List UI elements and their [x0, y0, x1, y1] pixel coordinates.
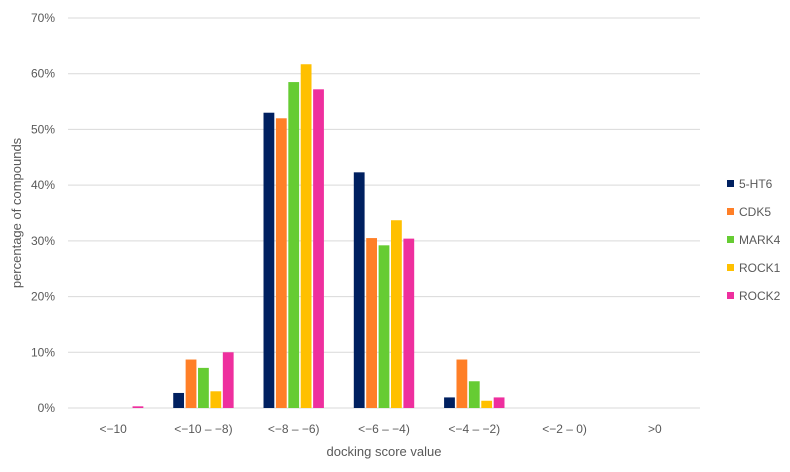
bar-5-ht6-4 [444, 397, 455, 408]
bar-rock1-4 [481, 400, 493, 408]
bar-mark4-1 [198, 367, 209, 408]
x-tick-label: <−4 – −2) [448, 422, 500, 436]
x-tick-label: <−10 [99, 422, 127, 436]
bar-rock2-0 [132, 406, 144, 408]
y-tick-label: 30% [31, 234, 55, 248]
x-tick-label: <−6 – −4) [358, 422, 410, 436]
x-tick-label: <−2 – 0) [542, 422, 587, 436]
y-tick-label: 0% [38, 401, 56, 415]
y-tick-label: 10% [31, 345, 55, 359]
bar-cdk5-4 [456, 359, 468, 408]
bars [132, 64, 505, 409]
bar-rock2-3 [403, 238, 415, 408]
legend-swatch-mark4 [727, 236, 734, 243]
bar-5-ht6-2 [263, 112, 275, 408]
y-tick-label: 70% [31, 11, 55, 25]
x-tick-label: <−10 – −8) [174, 422, 232, 436]
bar-mark4-2 [288, 82, 300, 409]
bar-cdk5-1 [185, 359, 197, 408]
y-axis-ticks: 0% 10% 20% 30% 40% 50% 60% 70% [31, 11, 55, 415]
legend-swatch-5-ht6 [727, 180, 734, 187]
x-tick-label: >0 [648, 422, 662, 436]
legend-swatch-rock2 [727, 292, 734, 299]
y-tick-label: 20% [31, 290, 55, 304]
x-tick-label: <−8 – −6) [268, 422, 320, 436]
x-axis-ticks: <−10 <−10 – −8) <−8 – −6) <−6 – −4) <−4 – −2… [99, 422, 662, 436]
y-tick-label: 60% [31, 67, 55, 81]
x-axis-title: docking score value [327, 444, 442, 459]
bar-rock2-1 [222, 352, 234, 408]
bar-rock1-3 [391, 220, 402, 408]
bar-rock1-2 [300, 64, 312, 408]
legend-label: ROCK1 [739, 261, 781, 275]
y-tick-label: 40% [31, 178, 55, 192]
bar-rock2-2 [313, 89, 324, 409]
legend-swatch-rock1 [727, 264, 734, 271]
bar-cdk5-2 [275, 118, 287, 409]
y-axis-title: percentage of compounds [9, 137, 24, 288]
bar-cdk5-3 [366, 238, 377, 408]
legend-label: 5-HT6 [739, 177, 773, 191]
legend-label: MARK4 [739, 233, 781, 247]
y-tick-label: 50% [31, 122, 55, 136]
legend-swatch-cdk5 [727, 208, 734, 215]
legend-label: CDK5 [739, 205, 771, 219]
legend-label: ROCK2 [739, 289, 781, 303]
bar-rock1-1 [210, 391, 222, 408]
bar-rock2-4 [493, 397, 505, 408]
legend: 5-HT6 CDK5 MARK4 ROCK1 ROCK2 [727, 177, 781, 303]
bar-mark4-4 [468, 381, 480, 408]
bar-5-ht6-1 [173, 392, 185, 408]
bar-mark4-3 [378, 245, 390, 408]
bar-5-ht6-3 [353, 172, 365, 408]
